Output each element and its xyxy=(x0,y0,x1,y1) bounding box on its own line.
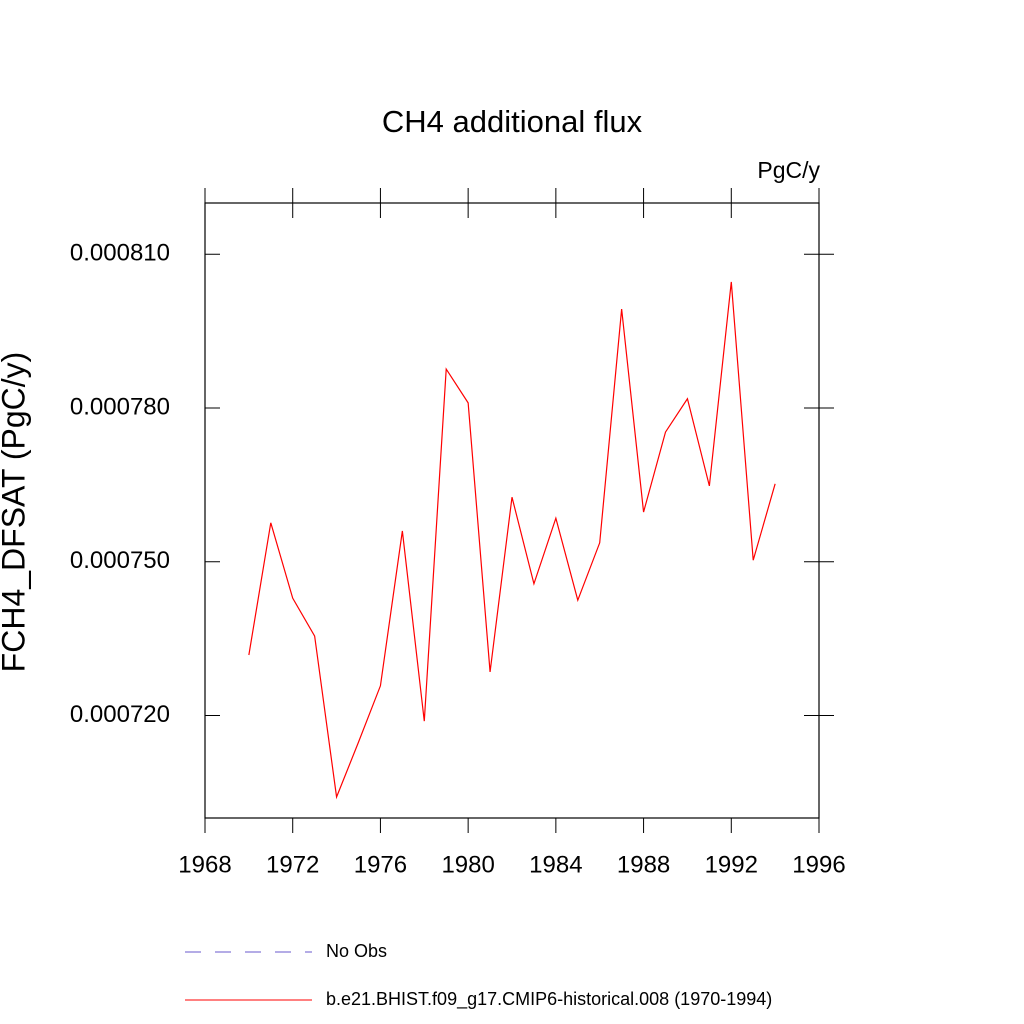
chart-title: CH4 additional flux xyxy=(382,104,643,139)
x-tick-label: 1976 xyxy=(354,851,407,878)
plot-frame xyxy=(204,202,820,819)
x-tick-label: 1992 xyxy=(705,851,758,878)
legend-label: b.e21.BHIST.f09_g17.CMIP6-historical.008… xyxy=(326,989,772,1010)
x-tick-label: 1988 xyxy=(617,851,670,878)
y-tick-label: 0.000750 xyxy=(70,547,170,574)
y-tick-label: 0.000720 xyxy=(70,701,170,728)
y-tick-label: 0.000780 xyxy=(70,393,170,420)
x-tick-label: 1996 xyxy=(792,851,845,878)
units-label: PgC/y xyxy=(757,157,820,183)
x-tick-label: 1968 xyxy=(178,851,231,878)
x-tick-label: 1980 xyxy=(441,851,494,878)
legend-label: No Obs xyxy=(326,941,387,961)
x-tick-label: 1972 xyxy=(266,851,319,878)
y-axis-label: FCH4_DFSAT (PgC/y) xyxy=(0,352,31,673)
series-line xyxy=(248,281,776,800)
x-tick-label: 1984 xyxy=(529,851,582,878)
y-tick-label: 0.000810 xyxy=(70,240,170,267)
